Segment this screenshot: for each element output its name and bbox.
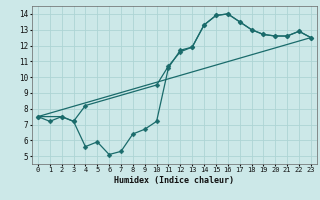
X-axis label: Humidex (Indice chaleur): Humidex (Indice chaleur) (115, 176, 234, 185)
